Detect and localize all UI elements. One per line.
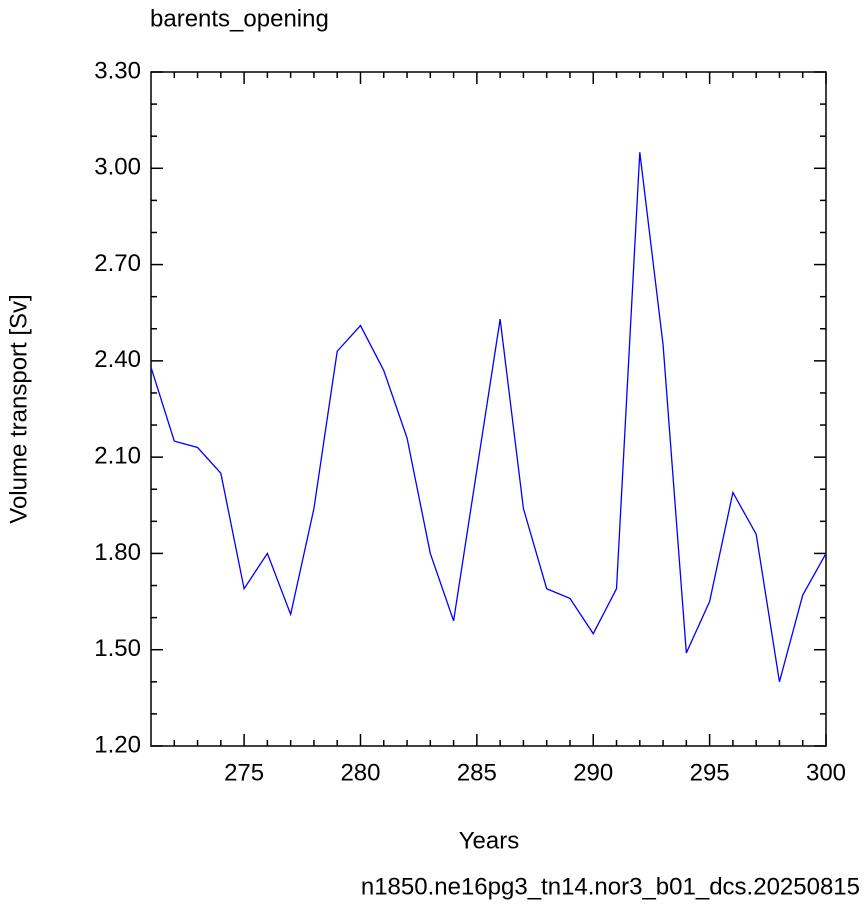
y-axis-label: Volume transport [Sv] <box>5 294 32 523</box>
x-tick-label: 280 <box>340 759 380 786</box>
footnote: n1850.ne16pg3_tn14.nor3_b01_dcs.20250815 <box>361 873 860 900</box>
y-tick-label: 1.50 <box>94 635 141 662</box>
y-tick-label: 2.70 <box>94 250 141 277</box>
y-tick-label: 2.10 <box>94 442 141 469</box>
x-tick-label: 275 <box>224 759 264 786</box>
plot-frame <box>150 71 827 747</box>
y-tick-label: 2.40 <box>94 346 141 373</box>
y-tick-label: 1.20 <box>94 731 141 758</box>
chart-title: barents_opening <box>150 5 329 32</box>
x-tick-label: 295 <box>690 759 730 786</box>
x-tick-label: 290 <box>573 759 613 786</box>
data-line <box>150 152 827 682</box>
y-tick-label: 3.00 <box>94 154 141 181</box>
y-tick-label: 1.80 <box>94 539 141 566</box>
x-tick-label: 300 <box>806 759 846 786</box>
x-tick-label: 285 <box>457 759 497 786</box>
x-axis-label: Years <box>459 827 520 854</box>
y-tick-label: 3.30 <box>94 57 141 84</box>
